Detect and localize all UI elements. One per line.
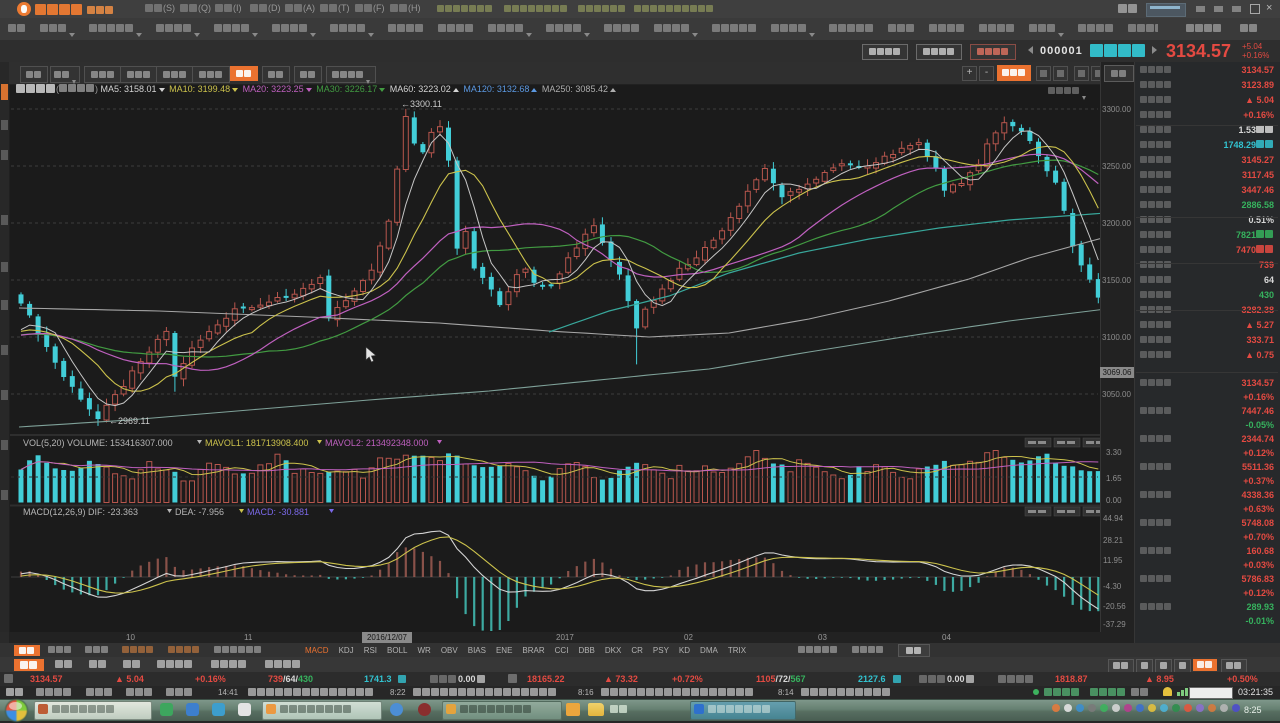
svg-text:DEA: -7.956: DEA: -7.956 xyxy=(175,507,224,517)
svg-text:MAVOL1: 181713908.400: MAVOL1: 181713908.400 xyxy=(205,438,308,448)
svg-text:VOL(5,20) VOLUME: 153416307.0: VOL(5,20) VOLUME: 153416307.000 xyxy=(23,438,173,448)
svg-text:←3300.11: ←3300.11 xyxy=(401,99,442,109)
svg-text:MACD: -30.881: MACD: -30.881 xyxy=(247,507,309,517)
svg-text:MAVOL2: 213492348.000: MAVOL2: 213492348.000 xyxy=(325,438,428,448)
svg-text:MACD(12,26,9) DIF: -23.363: MACD(12,26,9) DIF: -23.363 xyxy=(23,507,138,517)
svg-text:←2969.11: ←2969.11 xyxy=(109,416,150,426)
